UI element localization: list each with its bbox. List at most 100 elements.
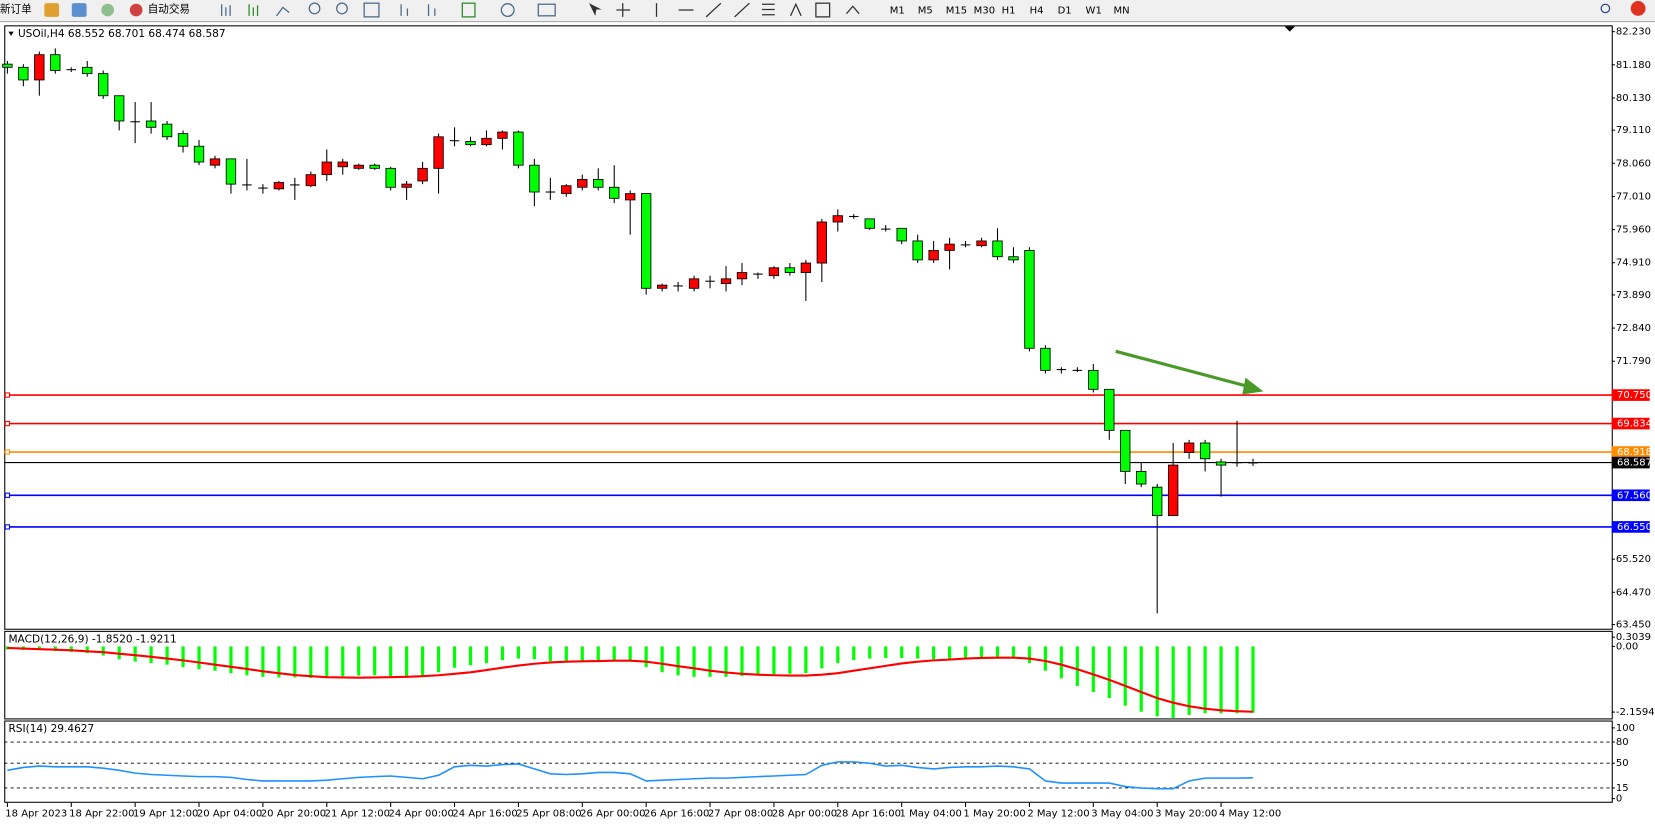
candle-body: [337, 161, 348, 168]
candle-body: [1104, 388, 1115, 431]
icon[interactable]: [616, 3, 631, 17]
candle-body: [529, 164, 540, 193]
x-tick-label: 26 Apr 16:00: [644, 808, 709, 819]
arrow-shaft: [1115, 349, 1252, 389]
icon[interactable]: [276, 6, 290, 17]
candle-body: [784, 267, 796, 273]
y-tick-label: 79.110: [1616, 125, 1651, 136]
icon[interactable]: [44, 3, 60, 17]
icon[interactable]: [846, 5, 860, 15]
timeframe-button[interactable]: H1: [1002, 6, 1016, 17]
icon[interactable]: [308, 2, 321, 15]
icon[interactable]: [363, 2, 380, 18]
timeframe-button[interactable]: M5: [918, 6, 933, 17]
timeframe-button[interactable]: M30: [974, 6, 995, 17]
y-tick-label: 72.840: [1616, 323, 1651, 334]
arrow-head: [1242, 377, 1264, 395]
price-label: 68.587: [1617, 458, 1652, 469]
price-label: 67.560: [1617, 490, 1652, 501]
x-tick-label: 24 Apr 16:00: [452, 808, 517, 819]
candle-body: [321, 161, 332, 176]
timeframe-bar: M1 M5 M15 M30 H1 H4 D1 W1 MN: [890, 6, 1130, 17]
icon[interactable]: [336, 2, 348, 15]
line-handle: [4, 420, 11, 427]
candle-body: [34, 54, 45, 81]
auto-trading-button[interactable]: 自动交易: [148, 2, 190, 15]
candle-body: [976, 240, 987, 247]
x-tick-label: 21 Apr 12:00: [325, 808, 390, 819]
x-tick-label: 25 Apr 08:00: [516, 808, 581, 819]
tool-icons: [221, 2, 1611, 18]
auto-trading-icon[interactable]: [129, 3, 143, 17]
candle-body: [656, 284, 668, 289]
icon[interactable]: [427, 4, 436, 16]
candle-body: [768, 267, 780, 277]
candle-body: [928, 249, 939, 261]
y-tick-label: -2.1594: [1616, 707, 1655, 718]
candle-body: [1120, 429, 1131, 472]
x-tick-label: 26 Apr 00:00: [580, 808, 645, 819]
candle-body: [577, 178, 588, 188]
candle-body: [161, 123, 173, 138]
icon[interactable]: [221, 4, 231, 16]
icon[interactable]: [500, 3, 515, 17]
icon[interactable]: [101, 3, 114, 17]
icon[interactable]: [588, 3, 602, 16]
x-tick-label: 19 Apr 12:00: [133, 808, 198, 819]
timeframe-button[interactable]: D1: [1058, 6, 1072, 17]
candle-body: [912, 240, 923, 261]
timeframe-button[interactable]: W1: [1086, 6, 1102, 17]
y-tick-label: 73.890: [1616, 290, 1651, 301]
candle-body: [736, 272, 748, 280]
icon[interactable]: [461, 2, 476, 18]
price-label-bg: [1611, 521, 1650, 533]
timeframe-button[interactable]: M1: [890, 6, 905, 17]
icon[interactable]: [815, 2, 831, 18]
candle-body: [896, 227, 907, 242]
icon[interactable]: [400, 4, 409, 16]
x-tick-label: 20 Apr 04:00: [197, 808, 262, 819]
icon[interactable]: [71, 3, 87, 17]
y-tick-label: 82.230: [1616, 27, 1651, 38]
icon[interactable]: [705, 2, 722, 18]
candle-body: [193, 145, 205, 163]
x-tick-label: 3 May 20:00: [1155, 808, 1217, 819]
macd-title: MACD(12,26,9) -1.8520 -1.9211: [8, 633, 176, 645]
y-tick-label: 65.520: [1616, 554, 1651, 565]
price-label-bg: [1611, 389, 1650, 401]
timeframe-button[interactable]: M15: [946, 6, 967, 17]
y-tick-label: 78.060: [1616, 158, 1651, 169]
timeframe-button[interactable]: H4: [1030, 6, 1044, 17]
candle-body: [353, 164, 364, 169]
timeframe-button[interactable]: MN: [1114, 6, 1130, 17]
candle-body: [145, 120, 157, 128]
icon[interactable]: [789, 2, 802, 17]
y-tick-label: 64.470: [1616, 587, 1651, 598]
candle-body: [2, 63, 13, 68]
y-tick-label: 71.790: [1616, 356, 1651, 367]
plot: 82.230 81.180 80.130 79.110 78.060 77.010 75.9…: [2, 27, 1655, 819]
candle-body: [1183, 442, 1195, 453]
new-order-button[interactable]: 新订单: [0, 2, 32, 15]
candle-body: [305, 174, 316, 187]
line-handle: [4, 449, 11, 455]
icon[interactable]: [537, 3, 556, 17]
x-tick-label: 18 Apr 22:00: [69, 808, 134, 819]
candle-body: [1215, 461, 1227, 466]
x-tick-label: 27 Apr 08:00: [708, 808, 773, 819]
candle-body: [273, 182, 285, 190]
icon[interactable]: [762, 3, 775, 16]
y-tick-label: 100: [1616, 723, 1635, 734]
search-icon[interactable]: [1600, 3, 1611, 14]
y-tick-label: 63.450: [1616, 620, 1651, 631]
icon[interactable]: [734, 2, 750, 18]
price-label-bg: [1611, 417, 1650, 430]
pane-menu-arrow[interactable]: [8, 31, 14, 36]
icon[interactable]: [248, 4, 259, 16]
trend-arrow: [1115, 349, 1264, 395]
candle-body: [720, 278, 732, 284]
y-tick-label: 80.130: [1616, 93, 1651, 104]
candle-body: [1152, 486, 1163, 517]
y-tick-label: 50: [1616, 758, 1629, 769]
notification-badge[interactable]: [1630, 1, 1646, 16]
